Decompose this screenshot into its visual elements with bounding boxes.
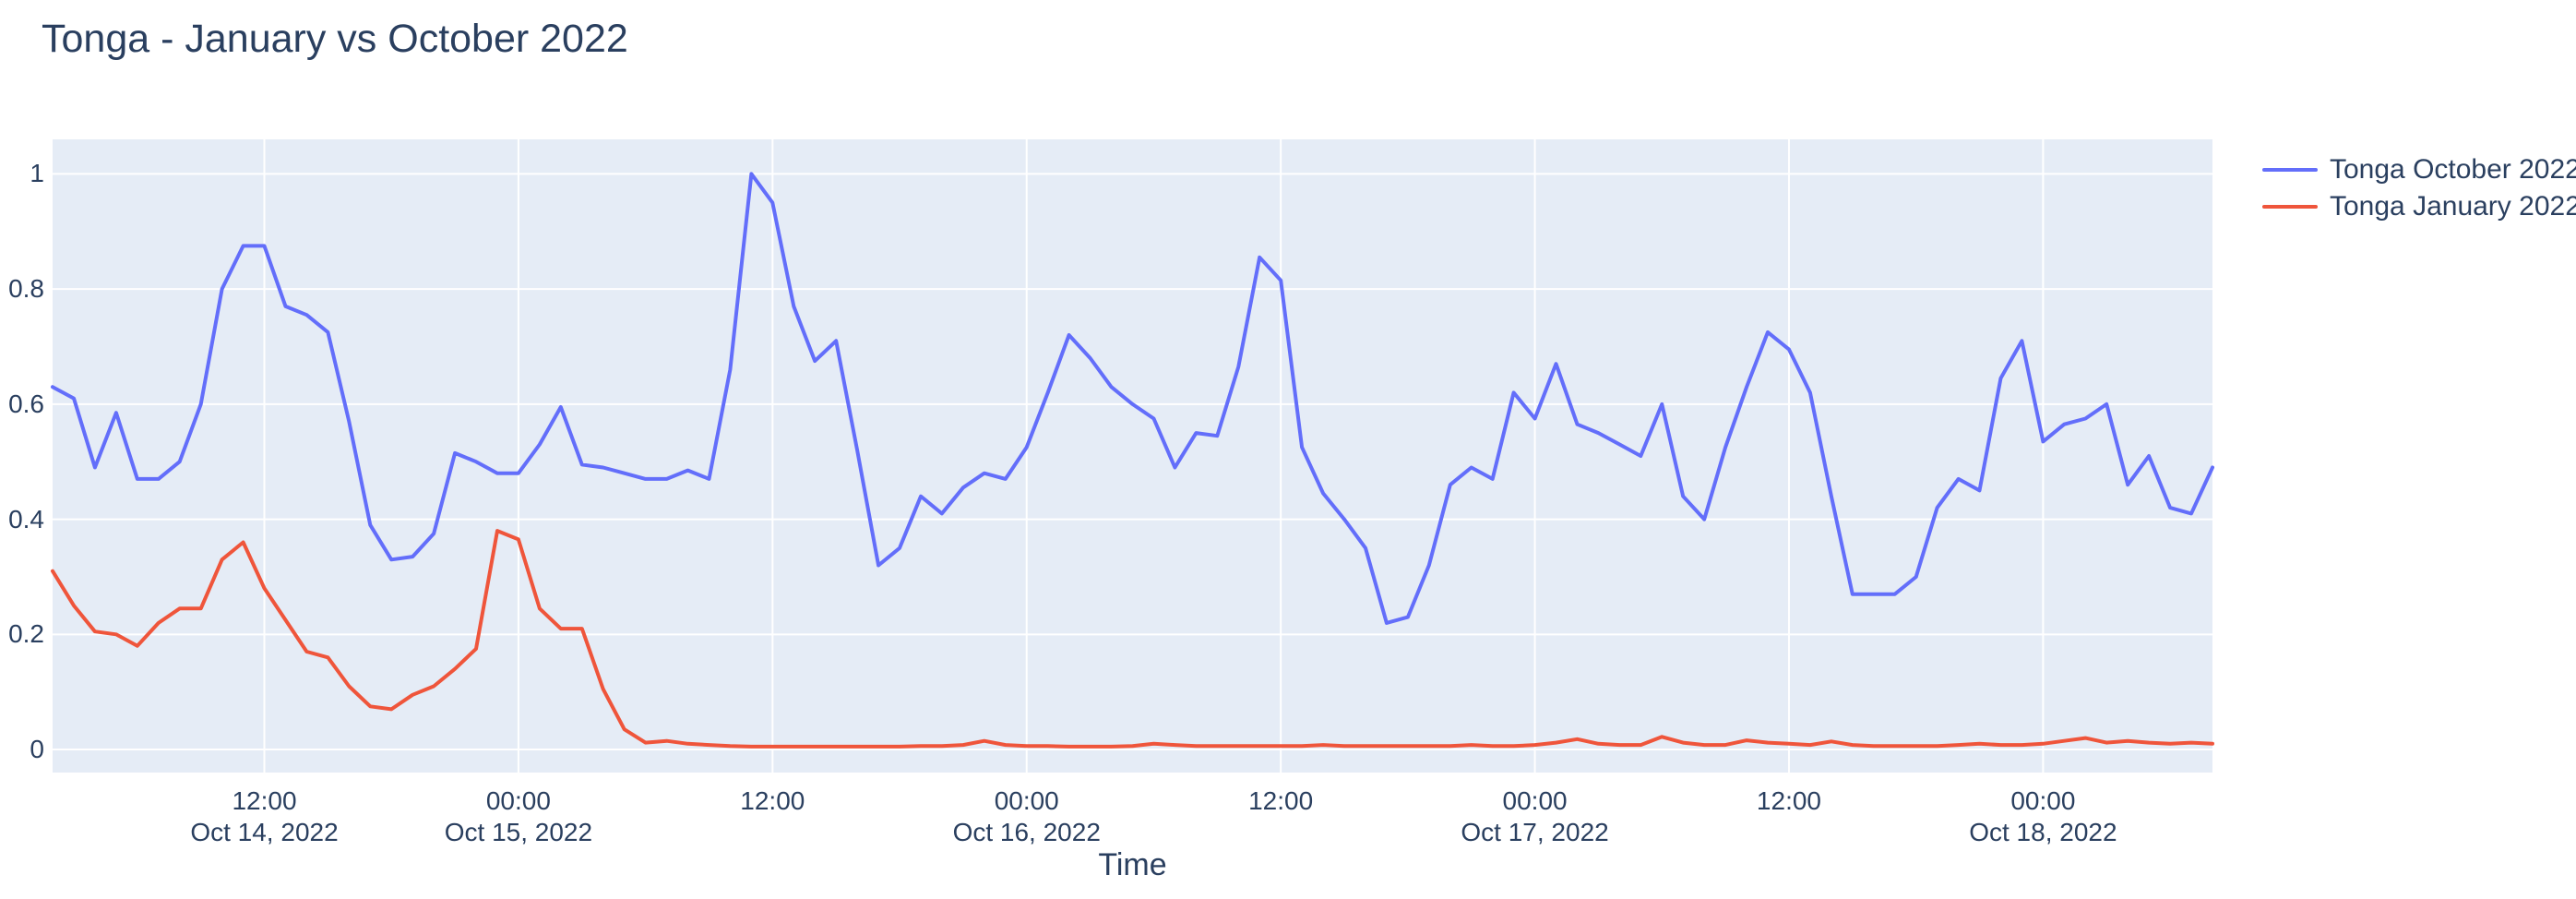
- x-tick-label: 12:00: [1248, 786, 1314, 815]
- plot-background[interactable]: [53, 139, 2212, 773]
- x-tick-label: 00:00 Oct 15, 2022: [444, 786, 593, 846]
- series-line-tonga-january-2022[interactable]: [51, 529, 2214, 749]
- y-tick-label: 0.2: [8, 619, 44, 649]
- x-tick-label: 12:00 Oct 14, 2022: [190, 786, 339, 846]
- legend-item-tonga-january-2022[interactable]: Tonga January 2022: [2262, 188, 2576, 225]
- x-axis-title: Time: [1098, 847, 1167, 882]
- legend-label: Tonga October 2022: [2330, 154, 2576, 185]
- chart-title: Tonga - January vs October 2022: [42, 17, 628, 61]
- legend-label: Tonga January 2022: [2330, 191, 2576, 222]
- y-tick-label: 0.4: [8, 504, 44, 533]
- legend-line-swatch-october: [2262, 168, 2318, 172]
- x-tick-label: 00:00 Oct 16, 2022: [952, 786, 1101, 846]
- x-tick-label: 12:00: [740, 786, 805, 815]
- legend-line-swatch-january: [2262, 205, 2318, 209]
- legend-item-tonga-october-2022[interactable]: Tonga October 2022: [2262, 151, 2576, 188]
- series-line-tonga-october-2022[interactable]: [51, 172, 2214, 625]
- y-tick-label: 0: [30, 735, 44, 764]
- y-tick-label: 1: [30, 159, 44, 188]
- x-tick-label: 12:00: [1756, 786, 1821, 815]
- x-tick-label: 00:00 Oct 18, 2022: [1969, 786, 2117, 846]
- legend: Tonga October 2022 Tonga January 2022: [2262, 151, 2576, 225]
- y-tick-label: 0.8: [8, 274, 44, 304]
- x-tick-label: 00:00 Oct 17, 2022: [1461, 786, 1609, 846]
- y-tick-label: 0.6: [8, 389, 44, 418]
